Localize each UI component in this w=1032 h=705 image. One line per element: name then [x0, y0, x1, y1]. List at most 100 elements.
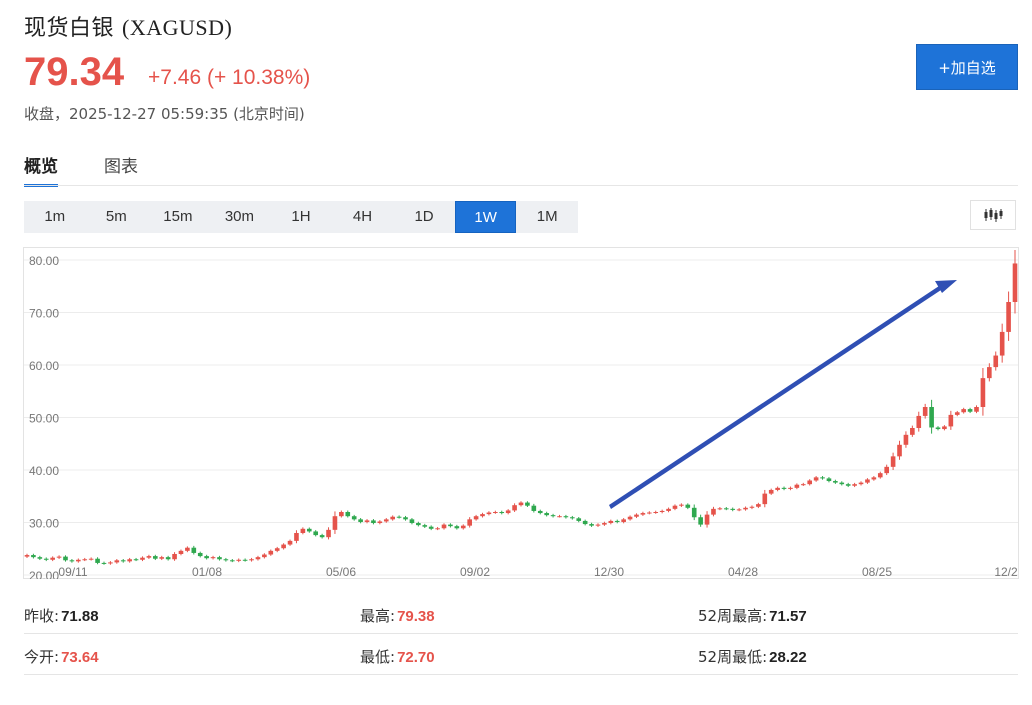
candle: [525, 501, 530, 508]
candle-body: [422, 525, 428, 527]
candle-body: [916, 415, 922, 428]
candle: [685, 503, 691, 510]
candle: [602, 521, 607, 526]
candle: [390, 515, 395, 521]
candle-body: [229, 560, 235, 562]
candle-body: [172, 554, 177, 560]
candle-body: [480, 514, 485, 517]
candle: [63, 555, 68, 562]
period-1m[interactable]: 1m: [44, 208, 66, 225]
candle-body: [537, 510, 543, 514]
candle-body: [416, 523, 421, 526]
candle: [345, 510, 351, 518]
candle: [24, 553, 30, 558]
candle-body: [858, 482, 864, 485]
candle: [146, 554, 152, 559]
candle: [120, 558, 126, 563]
candle-body: [223, 559, 229, 561]
candle-body: [153, 556, 158, 559]
chart-frame: [23, 247, 1019, 579]
candle-body: [999, 331, 1005, 356]
tab-charts[interactable]: 图表: [104, 157, 138, 177]
candle: [371, 519, 376, 525]
candle: [229, 558, 235, 563]
candle-body: [319, 535, 325, 538]
candle-body: [910, 428, 915, 435]
chart-grid: [24, 259, 1018, 576]
candle: [518, 501, 524, 507]
period-1mo[interactable]: 1M: [536, 208, 558, 225]
candle: [1012, 249, 1018, 314]
candle-body: [197, 552, 203, 557]
x-tick-label: 01/08: [192, 565, 222, 579]
candle: [961, 407, 966, 414]
candle: [999, 323, 1005, 363]
stat-52w-low: 52周最低: 28.22: [698, 646, 807, 667]
candle: [640, 511, 646, 516]
candle: [730, 507, 736, 512]
candle: [704, 511, 710, 528]
candle: [826, 477, 832, 483]
candle: [550, 513, 556, 518]
chart-type-button[interactable]: [970, 200, 1016, 230]
period-1d[interactable]: 1D: [414, 208, 434, 225]
candle-body: [101, 562, 107, 564]
candle: [159, 555, 165, 561]
x-tick-label: 09/11: [58, 565, 87, 579]
stat-prev-close-label: 昨收:: [24, 607, 60, 625]
candle-body: [120, 560, 126, 562]
tab-overview[interactable]: 概览: [24, 152, 58, 187]
candle-body: [576, 518, 582, 521]
period-5m[interactable]: 5m: [105, 208, 127, 225]
candle-body: [140, 557, 145, 560]
period-1h[interactable]: 1H: [291, 208, 311, 225]
candle: [967, 407, 973, 414]
candle-body: [987, 367, 992, 379]
price-chart[interactable]: 80.00 70.00 60.00 50.00 40.00 30.00 20.00 09/11…: [23, 247, 1019, 579]
period-15m[interactable]: 15m: [163, 208, 193, 225]
add-to-watchlist-button[interactable]: +加自选: [916, 44, 1018, 90]
candle: [435, 526, 440, 531]
candle: [666, 507, 671, 513]
candle: [441, 523, 447, 530]
candle: [268, 549, 274, 556]
stat-open-value: 73.64: [61, 649, 99, 666]
candle: [223, 557, 229, 562]
period-1w[interactable]: 1W: [454, 201, 517, 233]
candle-body: [512, 505, 517, 511]
candle: [332, 511, 338, 534]
candle-body: [262, 554, 267, 558]
stat-low-value: 72.70: [397, 649, 435, 666]
candle: [403, 515, 408, 521]
candle-body: [306, 528, 312, 532]
candle: [281, 543, 286, 550]
period-4h[interactable]: 4H: [352, 208, 373, 225]
period-30m[interactable]: 30m: [224, 208, 254, 225]
candle-body: [448, 524, 453, 527]
candle-body: [890, 456, 896, 467]
candle: [743, 506, 748, 511]
candle-body: [672, 505, 678, 509]
candle-body: [595, 524, 601, 526]
candle: [300, 527, 306, 535]
candle-body: [493, 512, 498, 513]
y-tick-label: 70.00: [29, 307, 59, 321]
candle-body: [980, 378, 986, 407]
candle-body: [723, 508, 729, 510]
candle-body: [845, 484, 851, 486]
candle: [326, 527, 331, 540]
candle: [948, 410, 954, 430]
x-tick-label: 12/30: [594, 565, 624, 579]
candle: [820, 476, 825, 480]
candle-body: [570, 517, 575, 519]
candle-body: [884, 466, 889, 474]
candle-body: [332, 516, 338, 530]
candle: [454, 524, 460, 530]
candle: [242, 558, 248, 562]
candle: [76, 558, 81, 563]
chart-labels: 80.00 70.00 60.00 50.00 40.00 30.00 20.00 09/11…: [29, 254, 1018, 579]
candles: [24, 249, 1018, 565]
candle-body: [165, 557, 171, 560]
candle: [794, 483, 800, 490]
candle-body: [377, 521, 383, 524]
